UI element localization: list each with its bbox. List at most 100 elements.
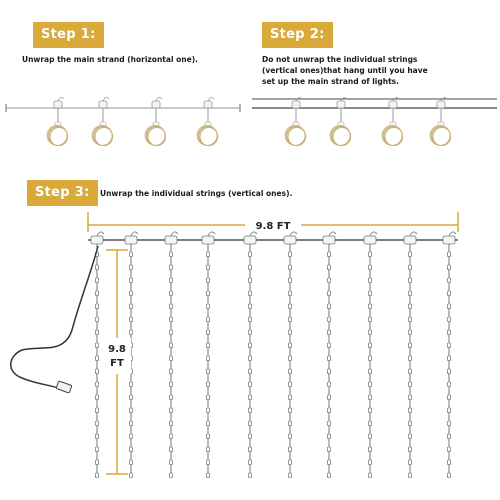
led-bulb xyxy=(288,472,292,478)
led-bulb xyxy=(206,290,210,296)
led-bulb xyxy=(408,277,412,283)
led-bulb xyxy=(95,394,99,400)
led-bulb xyxy=(206,329,210,335)
coil-loop xyxy=(199,127,219,147)
step3-curtain-illustration: 9.8 FT 9.8 FT xyxy=(10,212,459,478)
hook-icon xyxy=(96,231,105,237)
step3-text: Unwrap the individual strings (vertical … xyxy=(100,189,293,198)
led-bulb xyxy=(95,290,99,296)
led-bulb xyxy=(288,303,292,309)
led-bulb xyxy=(95,459,99,465)
led-bulb xyxy=(447,316,451,322)
led-bulb xyxy=(327,290,331,296)
led-bulb xyxy=(408,342,412,348)
led-bulb xyxy=(169,394,173,400)
led-bulb xyxy=(288,433,292,439)
led-bulb xyxy=(248,264,252,270)
led-bulb xyxy=(408,329,412,335)
led-bulb xyxy=(408,420,412,426)
vertical-light-string xyxy=(403,231,418,478)
led-bulb xyxy=(288,381,292,387)
height-dimension: 9.8 FT xyxy=(103,249,131,475)
led-bulb xyxy=(206,277,210,283)
led-bulb xyxy=(169,329,173,335)
led-bulb xyxy=(288,316,292,322)
led-bulb xyxy=(368,264,372,270)
hook-icon xyxy=(448,231,457,237)
led-bulb xyxy=(169,251,173,257)
led-bulb xyxy=(368,394,372,400)
led-bulb xyxy=(408,459,412,465)
string-coil xyxy=(329,97,352,147)
led-bulb xyxy=(206,251,210,257)
string-coil xyxy=(144,97,167,147)
led-bulb xyxy=(95,472,99,478)
string-coil xyxy=(284,97,307,147)
step2-strand-illustration xyxy=(252,97,497,147)
width-label: 9.8 FT xyxy=(256,221,291,232)
led-bulb xyxy=(368,433,372,439)
string-coil xyxy=(46,97,69,147)
led-bulb xyxy=(129,303,133,309)
hook-icon xyxy=(155,97,163,102)
led-bulb xyxy=(368,290,372,296)
led-bulb xyxy=(206,459,210,465)
hook-icon xyxy=(369,231,378,237)
led-bulb xyxy=(408,381,412,387)
led-bulb xyxy=(288,446,292,452)
height-label-bg xyxy=(103,338,131,374)
led-bulb xyxy=(206,433,210,439)
led-bulb xyxy=(327,342,331,348)
led-bulb xyxy=(95,316,99,322)
led-bulb xyxy=(129,472,133,478)
led-bulb xyxy=(447,459,451,465)
led-bulb xyxy=(408,433,412,439)
hook-icon xyxy=(249,231,258,237)
led-bulb xyxy=(206,303,210,309)
led-bulb xyxy=(368,316,372,322)
hook-icon xyxy=(340,97,348,102)
led-bulb xyxy=(248,381,252,387)
led-bulb xyxy=(206,472,210,478)
string-connector xyxy=(363,235,377,245)
led-bulb xyxy=(288,355,292,361)
led-bulb xyxy=(206,342,210,348)
coil-loop xyxy=(384,127,404,147)
step2-text: Do not unwrap the individual strings (ve… xyxy=(262,55,428,88)
led-bulb xyxy=(95,407,99,413)
led-bulb xyxy=(129,316,133,322)
led-bulb xyxy=(368,329,372,335)
led-bulb xyxy=(169,342,173,348)
string-connector xyxy=(124,235,138,245)
led-bulb xyxy=(447,394,451,400)
string-connector xyxy=(90,235,104,245)
led-bulb xyxy=(327,329,331,335)
led-bulb xyxy=(408,446,412,452)
led-bulb xyxy=(447,472,451,478)
hook-icon xyxy=(328,231,337,237)
led-bulb xyxy=(248,433,252,439)
led-bulb xyxy=(129,459,133,465)
strand-connector xyxy=(436,100,446,109)
vertical-light-string xyxy=(283,231,298,478)
led-bulb xyxy=(248,407,252,413)
led-bulb xyxy=(447,381,451,387)
coil-loop xyxy=(287,127,307,147)
strand-connector xyxy=(151,100,161,109)
led-bulb xyxy=(95,446,99,452)
led-bulb xyxy=(368,459,372,465)
vertical-light-string xyxy=(90,231,105,478)
hook-icon xyxy=(207,97,215,102)
string-coil xyxy=(381,97,404,147)
led-bulb xyxy=(129,381,133,387)
led-bulb xyxy=(129,446,133,452)
led-bulb xyxy=(95,342,99,348)
led-bulb xyxy=(206,394,210,400)
led-bulb xyxy=(447,303,451,309)
string-connector xyxy=(164,235,178,245)
led-bulb xyxy=(288,342,292,348)
led-bulb xyxy=(95,381,99,387)
led-bulb xyxy=(248,251,252,257)
led-bulb xyxy=(368,355,372,361)
led-bulb xyxy=(408,264,412,270)
